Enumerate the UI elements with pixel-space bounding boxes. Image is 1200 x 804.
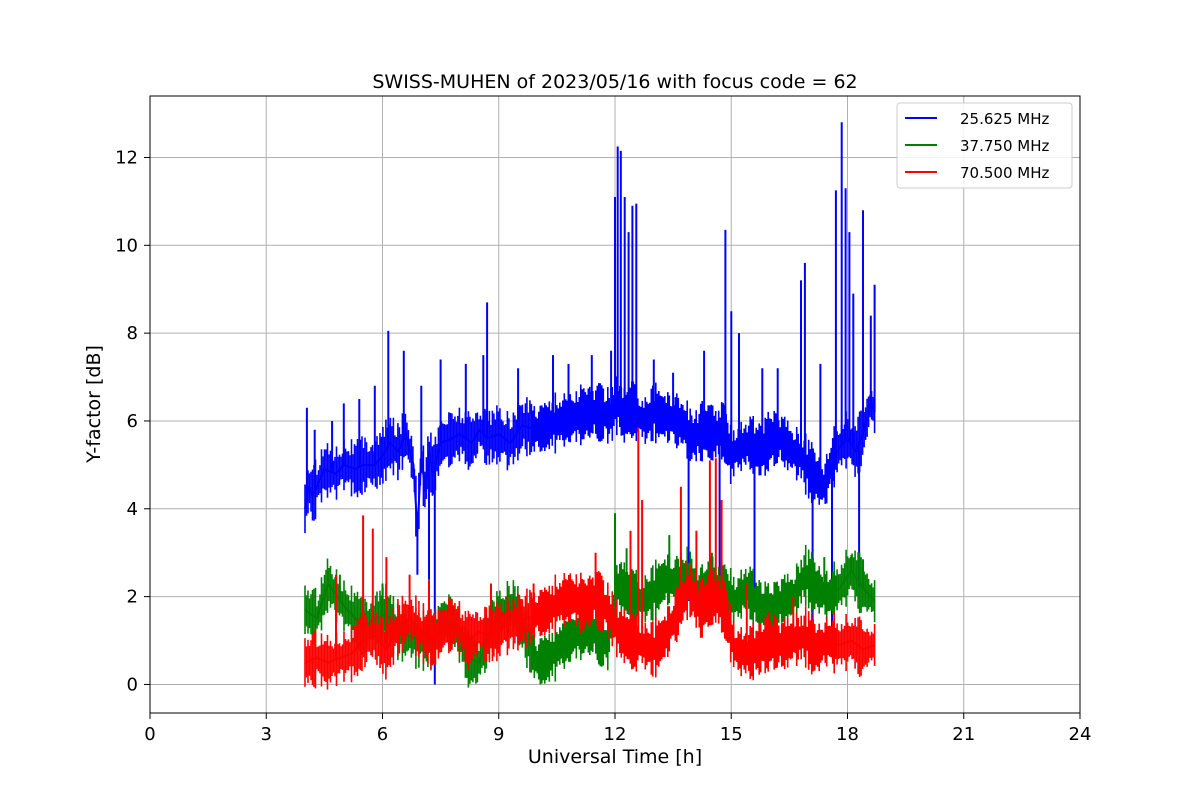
x-tick-label: 12 bbox=[604, 724, 627, 745]
x-tick-label: 24 bbox=[1069, 724, 1092, 745]
y-tick-label: 6 bbox=[127, 411, 138, 432]
x-tick-label: 15 bbox=[720, 724, 743, 745]
legend: 25.625 MHz 37.750 MHz 70.500 MHz bbox=[896, 102, 1073, 189]
legend-label-37-750: 37.750 MHz bbox=[960, 137, 1049, 155]
x-tick-label: 18 bbox=[836, 724, 859, 745]
series-spikes-70-500 bbox=[335, 427, 795, 660]
x-tick-label: 6 bbox=[377, 724, 388, 745]
x-axis: 0 3 6 9 12 15 18 21 24 bbox=[144, 713, 1091, 745]
plot-area bbox=[304, 122, 876, 690]
y-tick-label: 2 bbox=[127, 587, 138, 608]
y-axis-title: Y-factor [dB] bbox=[83, 345, 105, 464]
x-tick-label: 21 bbox=[952, 724, 975, 745]
chart-title: SWISS-MUHEN of 2023/05/16 with focus cod… bbox=[372, 71, 857, 93]
legend-box bbox=[896, 102, 1073, 189]
y-tick-label: 0 bbox=[127, 674, 138, 695]
y-tick-label: 4 bbox=[127, 499, 138, 520]
y-axis: 0 2 4 6 8 10 12 bbox=[115, 147, 150, 695]
x-tick-label: 0 bbox=[144, 724, 155, 745]
x-tick-label: 3 bbox=[261, 724, 272, 745]
series-noise-70-500 bbox=[304, 561, 876, 690]
y-tick-label: 8 bbox=[127, 323, 138, 344]
legend-label-70-500: 70.500 MHz bbox=[960, 164, 1049, 182]
y-tick-label: 12 bbox=[115, 147, 138, 168]
legend-label-25-625: 25.625 MHz bbox=[960, 110, 1049, 128]
x-axis-title: Universal Time [h] bbox=[528, 746, 702, 768]
x-tick-label: 9 bbox=[493, 724, 504, 745]
y-tick-label: 10 bbox=[115, 235, 138, 256]
